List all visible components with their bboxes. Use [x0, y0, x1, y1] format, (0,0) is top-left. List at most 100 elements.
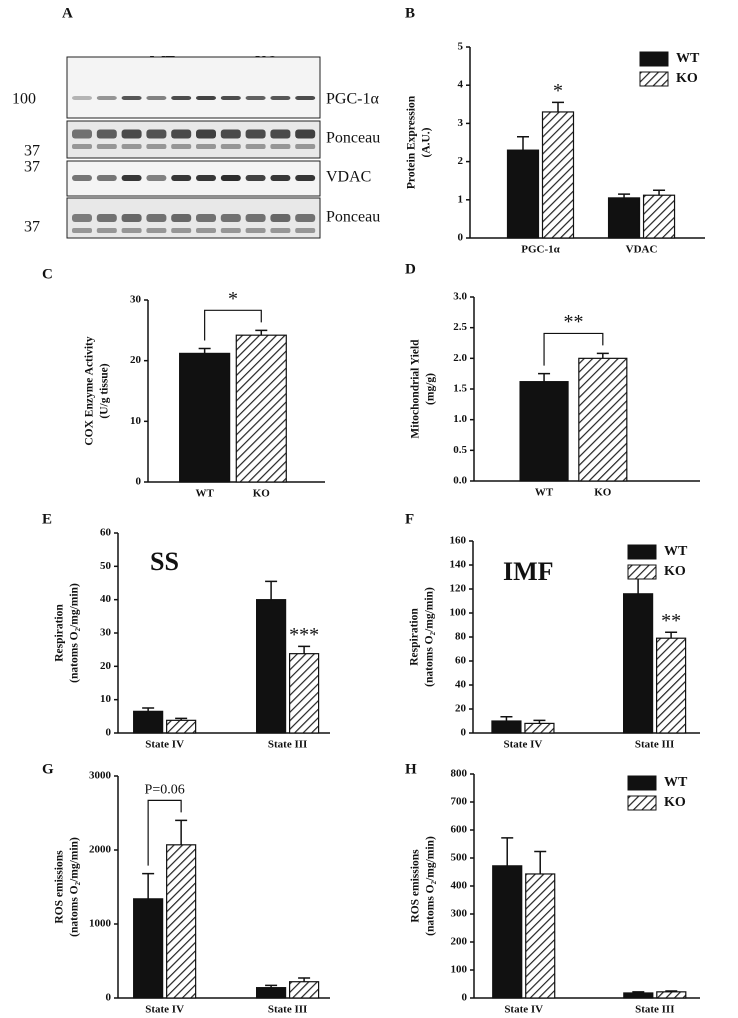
chart-title: SS: [150, 547, 179, 576]
band: [121, 144, 142, 149]
bar: [623, 992, 654, 999]
y-axis-label: Mitochondrial Yield: [410, 339, 422, 439]
x-tick-label: WT: [535, 487, 554, 499]
bar: [166, 844, 197, 999]
y-tick-label: 400: [451, 880, 468, 892]
band: [270, 129, 291, 139]
y-tick-label: 2: [458, 155, 464, 167]
band: [171, 175, 192, 181]
y-axis-label: ROS emissions: [410, 849, 422, 923]
band: [121, 214, 142, 222]
panel-letter: H: [405, 761, 417, 777]
band: [146, 129, 167, 139]
x-tick-label: State IV: [504, 1004, 543, 1016]
y-tick-label: 3.0: [453, 291, 467, 303]
band: [96, 214, 117, 222]
band: [96, 129, 117, 139]
error-bar: [501, 837, 514, 866]
y-tick-label: 3000: [89, 770, 112, 782]
chart-title: IMF: [503, 557, 554, 586]
row-label: PGC-1α: [326, 91, 379, 108]
annotation: **: [661, 610, 681, 632]
bar: [256, 599, 287, 734]
band: [72, 228, 92, 233]
error-bar: [538, 372, 551, 382]
y-tick-label: 100: [451, 964, 468, 976]
band: [171, 96, 192, 100]
bar: [524, 722, 555, 734]
mw-marker: 37: [24, 143, 40, 160]
western-blot: A S WT KO 100 37 37 37 PGC-1α Ponceau VD…: [12, 5, 380, 239]
band: [295, 175, 316, 181]
y-tick-label: 40: [455, 679, 467, 691]
x-tick-label: KO: [253, 488, 271, 500]
error-bar: [665, 990, 678, 992]
error-bar: [632, 577, 645, 594]
band: [245, 175, 266, 181]
legend-label: KO: [664, 564, 686, 579]
y-axis-label: Respiration: [409, 608, 421, 666]
band: [270, 214, 291, 222]
band: [72, 129, 92, 139]
band: [146, 175, 167, 181]
bar: [607, 197, 641, 239]
y-tick-label: 80: [455, 631, 467, 643]
y-axis-label: (natoms O₂/mg/min): [69, 583, 81, 683]
band: [171, 129, 192, 139]
legend-label: WT: [664, 544, 688, 559]
legend-label: WT: [676, 51, 700, 66]
x-tick-label: State IV: [145, 739, 184, 751]
band: [196, 175, 216, 181]
band: [196, 129, 216, 139]
x-tick-label: State III: [635, 1004, 674, 1016]
x-tick-label: WT: [195, 488, 214, 500]
bar: [656, 991, 687, 999]
band: [146, 96, 167, 100]
band: [196, 144, 216, 149]
error-bar: [665, 631, 678, 639]
y-tick-label: 10: [130, 415, 142, 427]
band: [245, 228, 266, 233]
x-tick-label: State III: [268, 1004, 307, 1016]
band: [295, 129, 316, 139]
annotation: ***: [289, 624, 319, 646]
band: [295, 144, 316, 149]
bar: [492, 865, 523, 999]
band: [72, 214, 92, 222]
bar: [179, 352, 231, 483]
y-tick-label: 700: [451, 796, 468, 808]
bar: [578, 357, 628, 482]
bracket: [543, 332, 604, 366]
y-tick-label: 3: [458, 117, 464, 129]
bar: [133, 898, 164, 999]
error-bar: [142, 872, 155, 899]
mw-marker: 37: [24, 159, 40, 176]
error-bar: [517, 136, 529, 151]
error-bar: [533, 719, 546, 724]
y-tick-label: 1: [458, 193, 464, 205]
y-tick-label: 300: [451, 908, 468, 920]
y-tick-label: 20: [100, 660, 112, 672]
panel-letter: B: [405, 5, 415, 21]
row-label: Ponceau: [326, 130, 380, 147]
y-axis-label: (natoms O₂/mg/min): [425, 836, 437, 936]
y-tick-label: 2.5: [453, 321, 467, 333]
error-bar: [534, 850, 547, 874]
error-bar: [298, 977, 311, 982]
band: [245, 214, 266, 222]
band: [295, 228, 316, 233]
legend-swatch: [627, 564, 657, 580]
y-tick-label: 5: [458, 41, 464, 53]
y-tick-label: 20: [455, 703, 467, 715]
y-tick-label: 2000: [89, 844, 112, 856]
y-tick-label: 60: [100, 527, 112, 539]
y-tick-label: 200: [451, 936, 468, 948]
band: [171, 214, 192, 222]
panel-letter: D: [405, 261, 416, 277]
y-tick-label: 1.5: [453, 383, 467, 395]
y-axis-label: COX Enzyme Activity: [84, 336, 96, 445]
panel-letter: F: [405, 511, 414, 527]
y-tick-label: 1.0: [453, 413, 467, 425]
y-tick-label: 120: [450, 583, 467, 595]
